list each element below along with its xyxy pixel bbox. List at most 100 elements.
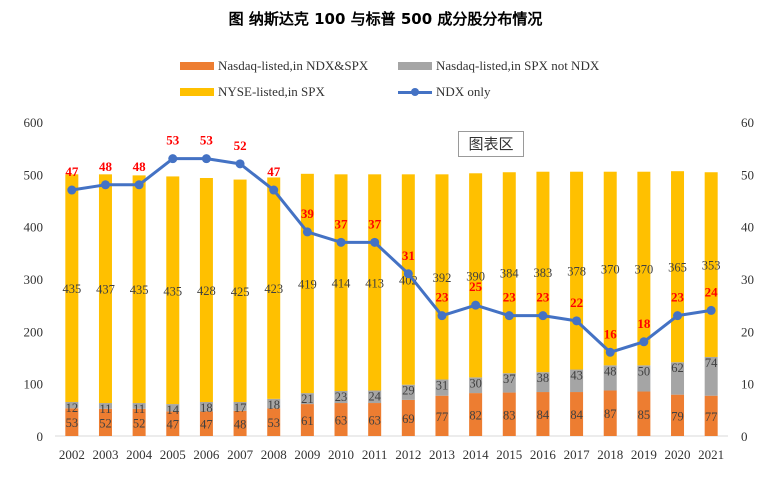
line-data-label: 23 — [536, 290, 550, 305]
line-data-label: 47 — [65, 164, 79, 179]
x-tick-label: 2003 — [92, 447, 118, 462]
bar-data-label-ndx-spx: 85 — [638, 408, 651, 422]
x-tick-label: 2017 — [564, 447, 591, 462]
bar-segment-spx-not-ndx — [469, 377, 483, 394]
bar-segment-ndx-spx — [199, 411, 213, 436]
bar-data-label-ndx-spx: 53 — [66, 416, 79, 430]
legend-swatch-gray — [398, 62, 432, 70]
bar-segment-ndx-spx — [671, 394, 685, 436]
bar-data-label-nyse: 435 — [163, 284, 182, 298]
bar-data-label-spx-not-ndx: 29 — [402, 384, 415, 398]
line-data-label: 22 — [570, 295, 583, 310]
x-tick-label: 2009 — [294, 447, 320, 462]
bar-data-label-spx-not-ndx: 11 — [99, 402, 111, 416]
bar-data-label-ndx-spx: 63 — [335, 414, 348, 428]
bar-data-label-ndx-spx: 63 — [368, 414, 381, 428]
bar-segment-spx-not-ndx — [570, 369, 584, 393]
line-data-label: 52 — [234, 138, 247, 153]
chart-area-watermark: 图表区 — [458, 131, 524, 157]
y-right-tick-label: 60 — [741, 115, 754, 130]
bar-segment-nyse — [603, 171, 617, 366]
bar-segment-nyse — [166, 176, 180, 405]
x-tick-label: 2015 — [496, 447, 522, 462]
bar-segment-ndx-spx — [401, 399, 415, 436]
bar-segment-spx-not-ndx — [502, 373, 516, 393]
line-point-ndx-only — [605, 347, 615, 357]
x-tick-label: 2005 — [160, 447, 186, 462]
bar-segment-spx-not-ndx — [132, 403, 146, 409]
bar-segment-spx-not-ndx — [166, 404, 180, 412]
bar-segment-nyse — [267, 177, 281, 399]
bar-data-label-ndx-spx: 69 — [402, 412, 415, 426]
legend-swatch-yellow — [180, 88, 214, 96]
x-tick-label: 2012 — [395, 447, 421, 462]
y-left-tick-label: 400 — [24, 220, 44, 235]
x-tick-label: 2008 — [261, 447, 287, 462]
bar-segment-ndx-spx — [166, 411, 180, 436]
bar-data-label-ndx-spx: 52 — [133, 416, 146, 430]
bar-segment-ndx-spx — [637, 391, 651, 436]
bar-data-label-nyse: 419 — [298, 277, 317, 291]
bar-segment-spx-not-ndx — [65, 401, 79, 409]
x-tick-label: 2007 — [227, 447, 254, 462]
bar-data-label-spx-not-ndx: 48 — [604, 364, 617, 378]
bar-data-label-ndx-spx: 77 — [705, 410, 718, 424]
line-point-ndx-only — [673, 311, 683, 321]
bar-data-label-nyse: 370 — [635, 263, 654, 277]
bar-data-label-nyse: 365 — [668, 261, 687, 275]
bar-segment-nyse — [469, 173, 483, 378]
bar-data-label-nyse: 428 — [197, 284, 216, 298]
line-point-ndx-only — [538, 311, 548, 321]
bar-segment-ndx-spx — [536, 392, 550, 436]
bar-data-label-ndx-spx: 84 — [537, 408, 550, 422]
bar-data-label-spx-not-ndx: 62 — [671, 361, 684, 375]
bar-segment-nyse — [502, 172, 516, 374]
bar-data-label-spx-not-ndx: 21 — [301, 392, 314, 406]
line-ndx-only — [71, 157, 712, 354]
bar-data-label-spx-not-ndx: 24 — [368, 389, 381, 403]
y-left-tick-label: 600 — [24, 115, 44, 130]
y-left-tick-label: 300 — [24, 272, 44, 287]
line-data-label: 39 — [301, 206, 315, 221]
y-left-tick-label: 100 — [24, 377, 44, 392]
bar-segment-nyse — [199, 177, 213, 402]
bar-data-label-ndx-spx: 48 — [234, 417, 247, 431]
bar-segment-spx-not-ndx — [401, 384, 415, 400]
line-point-ndx-only — [639, 337, 649, 347]
bar-data-label-nyse: 425 — [231, 285, 250, 299]
bar-segment-ndx-spx — [233, 410, 247, 436]
line-data-label: 23 — [671, 290, 685, 305]
bar-data-label-nyse: 384 — [500, 267, 520, 281]
bar-segment-nyse — [401, 174, 415, 385]
line-point-ndx-only — [471, 300, 481, 310]
bar-segment-nyse — [637, 171, 651, 366]
line-data-label: 37 — [335, 216, 349, 231]
legend-item-ndx-only: NDX only — [398, 84, 491, 100]
line-point-ndx-only — [370, 237, 380, 247]
bar-data-label-spx-not-ndx: 17 — [234, 401, 247, 415]
bar-data-label-ndx-spx: 82 — [469, 409, 482, 423]
bar-segment-spx-not-ndx — [368, 390, 382, 404]
bar-data-label-spx-not-ndx: 12 — [66, 401, 79, 415]
bar-data-label-ndx-spx: 61 — [301, 414, 314, 428]
line-point-ndx-only — [134, 180, 144, 190]
line-point-ndx-only — [336, 237, 346, 247]
line-data-label: 23 — [503, 290, 517, 305]
bar-data-label-ndx-spx: 83 — [503, 408, 516, 422]
chart-title: 图 纳斯达克 100 与标普 500 成分股分布情况 — [228, 10, 543, 28]
legend-label-ndx-only: NDX only — [436, 84, 491, 99]
bar-data-label-nyse: 392 — [433, 271, 452, 285]
bar-data-label-nyse: 435 — [130, 283, 149, 297]
bar-data-label-nyse: 383 — [534, 266, 553, 280]
x-tick-label: 2019 — [631, 447, 657, 462]
line-point-ndx-only — [67, 185, 77, 195]
bar-data-label-ndx-spx: 47 — [167, 418, 180, 432]
bar-segment-ndx-spx — [132, 408, 146, 436]
y-right-tick-label: 40 — [741, 220, 754, 235]
line-point-ndx-only — [235, 159, 245, 169]
line-point-ndx-only — [504, 311, 514, 321]
bar-data-label-spx-not-ndx: 37 — [503, 372, 516, 386]
bar-segment-ndx-spx — [368, 403, 382, 436]
line-data-label: 25 — [469, 279, 483, 294]
bar-data-label-nyse: 437 — [96, 283, 115, 297]
